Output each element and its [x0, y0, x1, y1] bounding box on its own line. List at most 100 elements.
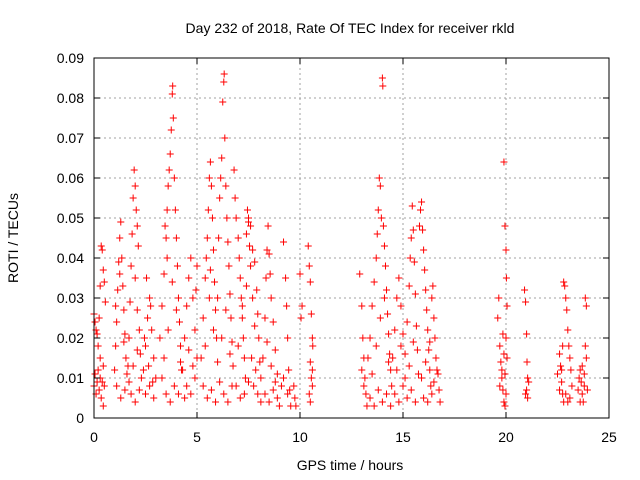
data-point: [240, 354, 248, 362]
data-point: [191, 374, 199, 382]
data-point: [500, 158, 508, 166]
data-point: [250, 382, 258, 390]
data-point: [99, 266, 107, 274]
data-point: [255, 334, 263, 342]
data-point: [199, 314, 207, 322]
data-point: [228, 338, 236, 346]
data-point: [559, 342, 567, 350]
data-point: [412, 322, 420, 330]
data-point: [362, 390, 370, 398]
data-point: [500, 398, 508, 406]
data-point: [415, 222, 423, 230]
data-point: [267, 294, 275, 302]
data-point: [245, 378, 252, 386]
data-point: [558, 378, 566, 386]
data-point: [252, 366, 260, 374]
data-point: [229, 362, 237, 370]
plot-frame: [93, 57, 610, 419]
data-point: [164, 326, 172, 334]
data-point: [556, 386, 564, 394]
data-point: [419, 226, 427, 234]
data-point: [525, 378, 533, 386]
data-point: [115, 258, 123, 266]
data-point: [132, 206, 140, 214]
data-point: [134, 242, 142, 250]
data-point: [407, 386, 415, 394]
data-point: [207, 182, 215, 190]
data-point: [164, 182, 172, 190]
data-point: [179, 366, 187, 374]
data-point: [405, 282, 413, 290]
data-point: [366, 394, 374, 402]
data-point: [283, 302, 291, 310]
data-point: [403, 394, 411, 402]
data-point: [175, 318, 183, 326]
data-point: [257, 398, 265, 406]
data-point: [578, 390, 586, 398]
data-point: [121, 330, 129, 338]
data-point: [306, 358, 314, 366]
data-point: [185, 346, 193, 354]
data-point: [502, 334, 510, 342]
data-point: [358, 302, 366, 310]
data-point: [420, 394, 428, 402]
data-point: [386, 350, 394, 358]
data-point: [567, 366, 575, 374]
data-point: [298, 302, 306, 310]
data-point: [169, 114, 177, 122]
data-point: [565, 342, 573, 350]
data-point: [499, 330, 507, 338]
data-point: [372, 342, 380, 350]
data-point: [117, 218, 125, 226]
data-point: [222, 182, 230, 190]
y-tick-labels: 0 0.01 0.02 0.03 0.04 0.05 0.06 0.07 0.08 0.09: [57, 50, 84, 426]
data-point: [162, 390, 170, 398]
data-point: [193, 262, 201, 270]
data-point: [201, 342, 209, 350]
data-point: [374, 206, 382, 214]
data-point: [142, 342, 149, 350]
y-tick-label: 0.06: [57, 170, 84, 186]
data-point: [203, 234, 211, 242]
data-point: [99, 402, 107, 410]
data-point: [564, 398, 572, 406]
data-point: [254, 390, 262, 398]
data-point: [580, 382, 588, 390]
data-point: [280, 238, 288, 246]
x-tick-label: 20: [498, 429, 514, 445]
y-tick-label: 0.07: [57, 130, 84, 146]
data-point: [212, 306, 220, 314]
data-point: [218, 154, 226, 162]
data-point: [203, 394, 211, 402]
data-point: [557, 362, 565, 370]
data-point: [118, 254, 126, 262]
data-point: [406, 254, 414, 262]
data-point: [243, 206, 251, 214]
data-point: [217, 174, 225, 182]
data-points: [90, 70, 591, 410]
data-point: [237, 294, 245, 302]
data-point: [207, 386, 215, 394]
axis-ticks: [93, 57, 610, 419]
y-axis-title: ROTI / TECUs: [5, 193, 21, 283]
data-point: [150, 394, 158, 402]
data-point: [98, 246, 106, 254]
data-point: [256, 358, 264, 366]
data-point: [401, 350, 409, 358]
data-point: [116, 270, 124, 278]
data-point: [226, 350, 234, 358]
data-point: [148, 326, 156, 334]
data-point: [374, 386, 382, 394]
data-point: [166, 398, 174, 406]
data-point: [98, 378, 106, 386]
data-point: [262, 274, 270, 282]
data-point: [91, 318, 99, 326]
data-point: [247, 262, 255, 270]
data-point: [123, 370, 131, 378]
data-point: [202, 254, 210, 262]
data-point: [431, 334, 439, 342]
data-point: [130, 166, 138, 174]
data-point: [100, 382, 108, 390]
data-point: [150, 354, 158, 362]
y-tick-label: 0.03: [57, 290, 84, 306]
